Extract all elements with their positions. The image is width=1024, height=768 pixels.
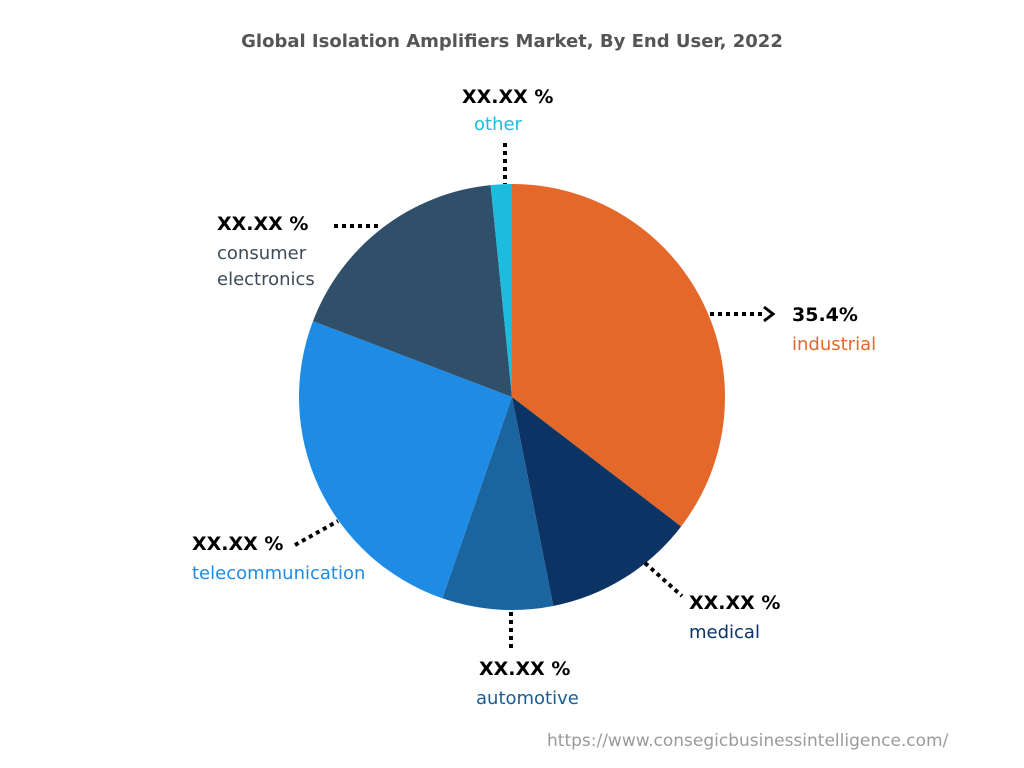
value-label: XX.XX % <box>462 86 554 108</box>
pie-slice-other <box>490 184 512 397</box>
name-label: electronics <box>217 268 315 290</box>
value-label: XX.XX % <box>689 592 781 614</box>
arrow-head-icon <box>763 305 776 323</box>
label-other: XX.XX % other <box>462 84 553 138</box>
value-label: XX.XX % <box>192 533 284 555</box>
pie-slice-consumer-electronics <box>312 185 512 397</box>
pie-slice-industrial <box>512 184 726 527</box>
value-label: XX.XX % <box>217 213 309 235</box>
name-label: industrial <box>792 333 877 355</box>
pie-slice-telecommunication <box>298 321 512 599</box>
name-label: medical <box>689 621 760 643</box>
name-label: consumer <box>217 242 307 264</box>
label-automotive: XX.XX % automotive <box>476 656 579 712</box>
source-link[interactable]: https://www.consegicbusinessintelligence… <box>547 731 949 751</box>
name-label: other <box>474 113 522 135</box>
pie-slice-medical <box>512 397 682 606</box>
leader-line-medical <box>643 561 684 598</box>
name-label: automotive <box>476 687 579 709</box>
label-industrial: 35.4% industrial <box>792 302 876 358</box>
value-label: 35.4% <box>792 304 858 326</box>
leader-line-telecom <box>294 519 339 547</box>
name-label: telecommunication <box>192 562 366 584</box>
chart-title: Global Isolation Amplifiers Market, By E… <box>241 31 783 52</box>
label-consumer-electronics: XX.XX % consumer electronics <box>217 211 315 293</box>
label-medical: XX.XX % medical <box>689 590 780 646</box>
label-telecommunication: XX.XX % telecommunication <box>192 531 365 587</box>
pie-slice-automotive <box>442 397 554 611</box>
value-label: XX.XX % <box>479 658 571 680</box>
